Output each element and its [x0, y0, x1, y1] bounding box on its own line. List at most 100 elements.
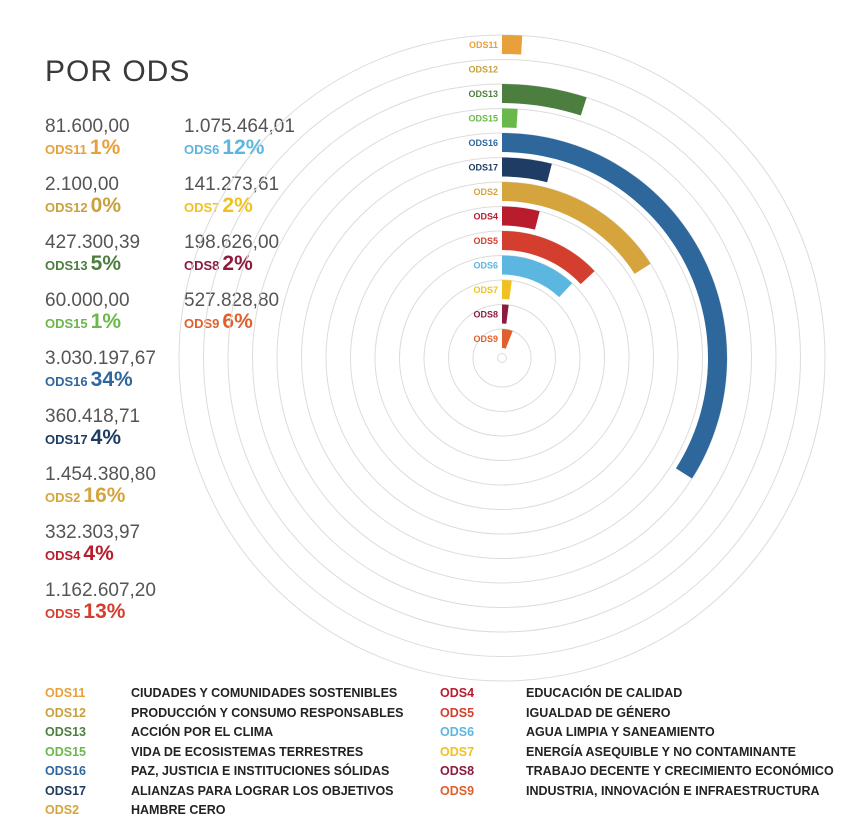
bar-ods15: [502, 108, 518, 128]
stat-code: ODS13: [45, 258, 88, 273]
legend-code: ODS9: [440, 783, 475, 798]
stat-code: ODS6: [184, 142, 220, 157]
ring-label-ods2: ODS2: [473, 187, 498, 197]
bar-ods7: [502, 280, 512, 300]
chart-grid: [178, 34, 826, 682]
ring-label-ods8: ODS8: [473, 310, 498, 320]
bar-ods16: [502, 133, 727, 479]
legend-item-ods17: ODS17 ALIANZAS PARA LOGRAR LOS OBJETIVOS: [45, 783, 394, 799]
ring-label-ods15: ODS15: [468, 114, 498, 124]
stat-ods13: 427.300,39 ODS13 5%: [45, 233, 140, 277]
bar-ods2: [502, 182, 651, 274]
legend-name: ALIANZAS PARA LOGRAR LOS OBJETIVOS: [131, 783, 394, 798]
page-title: POR ODS: [45, 55, 191, 88]
stat-ods8: 198.626,00 ODS8 2%: [184, 233, 279, 277]
stat-ods12: 2.100,00 ODS12 0%: [45, 175, 121, 219]
stat-code: ODS2: [45, 490, 81, 505]
stat-percent: 1%: [90, 310, 121, 333]
stat-amount: 60.000,00: [45, 290, 130, 311]
ring-label-ods16: ODS16: [468, 138, 498, 148]
legend-name: VIDA DE ECOSISTEMAS TERRESTRES: [131, 744, 364, 759]
ring-label-ods13: ODS13: [468, 89, 498, 99]
bar-ods13: [502, 84, 587, 116]
legend-code: ODS15: [45, 744, 86, 759]
chart-bars: [502, 35, 727, 479]
legend-name: INDUSTRIA, INNOVACIÓN E INFRAESTRUCTURA: [526, 783, 820, 798]
ring-label-ods7: ODS7: [473, 285, 498, 295]
stat-amount: 198.626,00: [184, 232, 280, 253]
stat-code: ODS7: [184, 200, 220, 215]
grid-ring: [203, 59, 801, 657]
stat-ods11: 81.600,00 ODS11 1%: [45, 117, 130, 161]
stat-ods4: 332.303,97 ODS4 4%: [45, 523, 140, 567]
stat-percent: 34%: [90, 368, 133, 391]
legend-name: IGUALDAD DE GÉNERO: [526, 705, 671, 720]
legend-code: ODS5: [440, 705, 475, 720]
stat-percent: 4%: [90, 426, 121, 449]
legend-name: CIUDADES Y COMUNIDADES SOSTENIBLES: [131, 686, 398, 700]
stat-percent: 12%: [222, 136, 265, 159]
legend-item-ods4: ODS4 EDUCACIÓN DE CALIDAD: [440, 685, 682, 701]
bar-ods17: [502, 157, 552, 183]
chart-labels: ODS11 ODS12 ODS13 ODS15 ODS16 ODS17 ODS2 ODS4 OD…: [468, 40, 498, 344]
stat-percent: 16%: [83, 484, 126, 507]
ring-label-ods12: ODS12: [468, 65, 498, 75]
ring-label-ods9: ODS9: [473, 334, 498, 344]
bar-ods8: [502, 304, 509, 324]
legend-item-ods5: ODS5 IGUALDAD DE GÉNERO: [440, 705, 670, 721]
legend-code: ODS7: [440, 744, 475, 759]
legend-code: ODS11: [45, 686, 86, 700]
legend-code: ODS13: [45, 725, 86, 739]
stat-amount: 332.303,97: [45, 522, 141, 543]
stat-ods5: 1.162.607,20 ODS5 13%: [45, 581, 156, 625]
legend-item-ods8: ODS8 TRABAJO DECENTE Y CRECIMIENTO ECONÓM…: [440, 763, 834, 779]
legend-name: PAZ, JUSTICIA E INSTITUCIONES SÓLIDAS: [131, 764, 390, 778]
legend-name: AGUA LIMPIA Y SANEAMIENTO: [526, 725, 715, 739]
stat-code: ODS17: [45, 432, 88, 447]
legend-item-ods16: ODS16 PAZ, JUSTICIA E INSTITUCIONES SÓLID…: [45, 763, 389, 779]
stat-amount: 81.600,00: [45, 116, 130, 137]
stat-amount: 360.418,71: [45, 406, 141, 427]
stat-ods16: 3.030.197,67 ODS16 34%: [45, 349, 156, 393]
stat-code: ODS15: [45, 316, 88, 331]
bar-ods9: [502, 329, 513, 349]
stat-amount: 2.100,00: [45, 174, 119, 195]
stat-ods17: 360.418,71 ODS17 4%: [45, 407, 140, 451]
legend-item-ods11: ODS11 CIUDADES Y COMUNIDADES SOSTENIBLES: [45, 685, 397, 701]
stat-code: ODS8: [184, 258, 220, 273]
legend-name: ENERGÍA ASEQUIBLE Y NO CONTAMINANTE: [526, 744, 796, 759]
stat-amount: 1.162.607,20: [45, 580, 156, 601]
stat-percent: 5%: [90, 252, 121, 275]
legend-item-ods12: ODS12 PRODUCCIÓN Y CONSUMO RESPONSABLES: [45, 705, 404, 721]
stat-ods2: 1.454.380,80 ODS2 16%: [45, 465, 156, 509]
bar-ods5: [502, 231, 595, 285]
stat-ods15: 60.000,00 ODS15 1%: [45, 291, 130, 335]
stat-code: ODS4: [45, 548, 81, 563]
legend-name: PRODUCCIÓN Y CONSUMO RESPONSABLES: [131, 705, 404, 720]
bar-ods6: [502, 255, 573, 298]
legend-item-ods13: ODS13 ACCIÓN POR EL CLIMA: [45, 724, 273, 740]
stat-amount: 3.030.197,67: [45, 348, 156, 369]
stat-percent: 13%: [83, 600, 126, 623]
legend-name: ACCIÓN POR EL CLIMA: [131, 725, 274, 739]
ring-label-ods5: ODS5: [473, 236, 498, 246]
ring-label-ods11: ODS11: [469, 40, 498, 50]
ring-label-ods4: ODS4: [473, 212, 498, 222]
stat-percent: 0%: [90, 194, 121, 217]
stat-ods6: 1.075.464,01 ODS6 12%: [184, 117, 295, 161]
legend-name: HAMBRE CERO: [131, 803, 226, 817]
stat-percent: 4%: [83, 542, 114, 565]
ring-label-ods6: ODS6: [473, 261, 498, 271]
legend-item-ods7: ODS7 ENERGÍA ASEQUIBLE Y NO CONTAMINANTE: [440, 744, 796, 760]
stat-percent: 1%: [89, 136, 121, 159]
stat-code: ODS11: [45, 142, 87, 157]
legend-code: ODS16: [45, 764, 86, 778]
legend-code: ODS12: [45, 705, 86, 720]
stat-amount: 427.300,39: [45, 232, 141, 253]
ring-label-ods17: ODS17: [468, 163, 498, 173]
legend-item-ods9: ODS9 INDUSTRIA, INNOVACIÓN E INFRAESTRUCT…: [440, 783, 820, 799]
legend-code: ODS8: [440, 764, 475, 778]
grid-ring: [423, 279, 581, 437]
legend-item-ods2: ODS2 HAMBRE CERO: [45, 802, 225, 818]
